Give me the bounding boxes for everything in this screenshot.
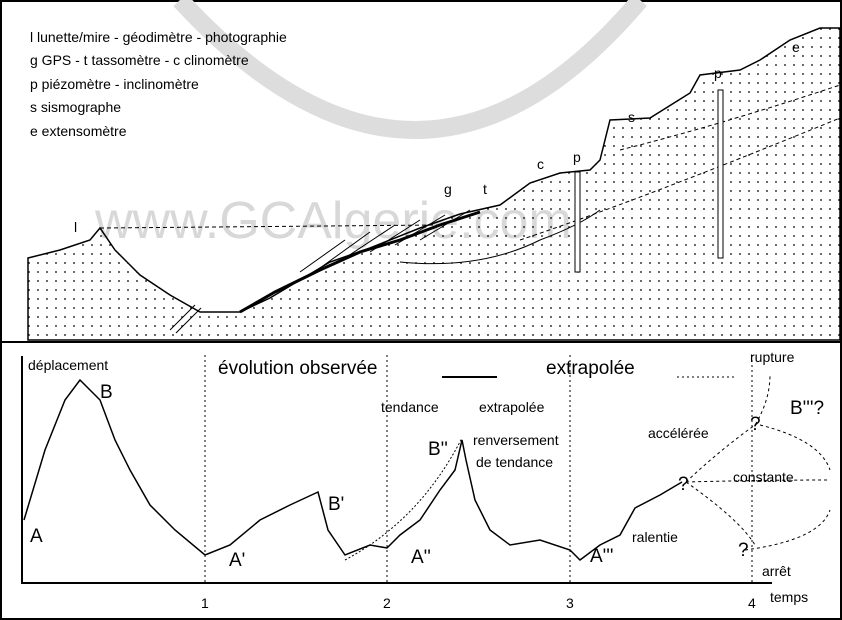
trend-line <box>344 437 463 561</box>
dashed-lines <box>99 84 841 241</box>
title-extrapolated: extrapolée <box>546 358 635 379</box>
slide-blocks <box>299 209 471 273</box>
site-label: t <box>483 181 487 197</box>
x-tick-label: 2 <box>383 595 391 611</box>
annotation: arrêt <box>762 563 791 579</box>
observed-curve <box>23 378 683 561</box>
terrain <box>27 27 841 341</box>
legend-line: g GPS - t tassomètre - c clinomètre <box>30 52 249 68</box>
piezometer <box>717 89 724 259</box>
question-mark: ? <box>678 474 689 495</box>
annotation: extrapolée <box>479 399 545 415</box>
question-mark: ? <box>738 540 749 561</box>
site-label: l <box>74 219 77 235</box>
annotation: rupture <box>750 349 795 365</box>
annotation: de tendance <box>476 454 553 470</box>
site-label: c <box>537 156 544 172</box>
extrapolations <box>685 374 831 551</box>
point-label: A'' <box>411 547 431 568</box>
question-mark: ? <box>750 414 761 435</box>
axes <box>21 356 772 584</box>
point-label: B'' <box>428 439 448 460</box>
point-label: B' <box>328 494 344 515</box>
annotation: constante <box>733 469 794 485</box>
piezometer <box>574 171 581 273</box>
x-axis-label: temps <box>770 589 808 605</box>
point-label: A <box>30 526 43 547</box>
site-label: e <box>792 39 800 55</box>
legend-line: l lunette/mire - géodimètre - photograph… <box>30 29 287 45</box>
annotation: ralentie <box>632 529 678 545</box>
annotation: renversement <box>473 432 559 448</box>
site-label: s <box>628 109 635 125</box>
watermark-arc <box>173 0 647 139</box>
title-observed: évolution observée <box>218 358 378 379</box>
break-mark <box>169 304 202 334</box>
y-axis-label: déplacement <box>28 357 108 373</box>
slide-mass <box>239 210 481 314</box>
legend-line: e extensomètre <box>30 123 127 139</box>
point-label: B <box>100 382 113 403</box>
annotation: tendance <box>381 399 439 415</box>
point-label: B'''? <box>790 398 824 419</box>
site-label: p <box>573 149 581 165</box>
point-label: A' <box>229 550 245 571</box>
site-label: p <box>714 65 722 81</box>
annotation: accélérée <box>648 425 709 441</box>
x-tick-label: 3 <box>566 595 574 611</box>
x-tick-label: 4 <box>748 595 756 611</box>
legend-line: p piézomètre - inclinomètre <box>30 76 199 92</box>
site-label: g <box>444 181 452 197</box>
legend-line: s sismographe <box>30 99 121 115</box>
x-tick-label: 1 <box>201 595 209 611</box>
point-label: A''' <box>590 546 614 567</box>
slip-surface <box>399 209 601 265</box>
